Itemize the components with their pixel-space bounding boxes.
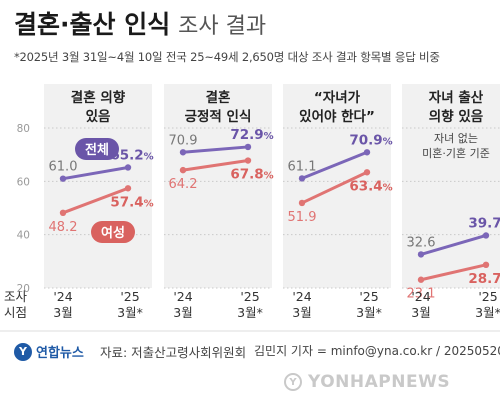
total-value-label-2024: 61.0 bbox=[49, 160, 78, 175]
chart-subtitle: *2025년 3월 31일~4월 10일 전국 25~49세 2,650명 대상… bbox=[14, 50, 440, 64]
total-value-label-2024: 32.6 bbox=[407, 235, 436, 250]
total-series-line bbox=[182, 145, 249, 154]
title-bold: 결혼·출산 인식 bbox=[14, 10, 171, 39]
x-tick-month: 3월 bbox=[411, 305, 430, 320]
female-point bbox=[124, 185, 132, 192]
panel-title: 긍정적 인식 bbox=[185, 108, 252, 125]
legend-female-badge bbox=[91, 221, 135, 243]
female-series-line bbox=[420, 263, 487, 282]
panel-title: 의향 있음 bbox=[429, 108, 483, 125]
total-value-label-2025: 72.9% bbox=[230, 127, 273, 143]
female-value-label-2024: 51.9 bbox=[288, 210, 317, 225]
unit-label: % bbox=[144, 151, 154, 162]
x-tick-month: 3월 bbox=[173, 305, 192, 320]
y-tick-label: 80 bbox=[17, 123, 30, 135]
female-value-label-2024: 23.1 bbox=[407, 287, 436, 302]
total-point bbox=[179, 149, 187, 156]
panel-background bbox=[44, 84, 152, 288]
total-series-line bbox=[62, 165, 129, 181]
female-point bbox=[298, 199, 306, 207]
panel-title: 있음 bbox=[86, 109, 111, 125]
agency-name: 연합뉴스 bbox=[36, 346, 84, 361]
female-point bbox=[482, 261, 490, 268]
female-series-line bbox=[301, 170, 368, 205]
source-text: 자료: 저출산고령사회위원회 bbox=[100, 345, 247, 360]
watermark: Y YONHAPNEWS bbox=[284, 372, 450, 392]
x-tick-year: '24 bbox=[53, 289, 72, 304]
total-point bbox=[482, 232, 490, 239]
x-tick-year: '25 bbox=[478, 289, 497, 304]
panel-title: 결혼 bbox=[206, 89, 231, 106]
unit-label: % bbox=[264, 131, 274, 142]
female-value-label-2025: 57.4% bbox=[110, 194, 153, 210]
female-value-label-2024: 64.2 bbox=[169, 177, 198, 192]
female-point bbox=[59, 209, 67, 216]
total-point bbox=[124, 164, 132, 171]
female-series-line bbox=[62, 186, 129, 215]
x-tick-month: 3월 bbox=[292, 305, 311, 320]
x-tick-year: '24 bbox=[173, 289, 192, 304]
watermark-text: YONHAPNEWS bbox=[308, 372, 451, 392]
x-tick-year: '24 bbox=[292, 289, 311, 304]
female-point bbox=[417, 276, 425, 283]
panel-title: 있어야 한다” bbox=[299, 108, 375, 125]
x-tick-month: 3월* bbox=[117, 305, 143, 320]
x-tick-year: '24 bbox=[411, 289, 430, 304]
legend-total-badge bbox=[75, 138, 119, 160]
yonhap-logo-icon: Y bbox=[14, 342, 32, 361]
panel-title: 결혼 의향 bbox=[71, 89, 126, 106]
female-point bbox=[363, 169, 371, 176]
total-point bbox=[417, 251, 425, 258]
x-tick-month: 3월* bbox=[356, 305, 382, 320]
y-tick-label: 60 bbox=[17, 176, 30, 188]
female-point bbox=[179, 166, 187, 174]
unit-label: % bbox=[264, 171, 274, 182]
total-series-line bbox=[301, 150, 368, 180]
title-light: 조사 결과 bbox=[178, 14, 267, 39]
female-value-label-2024: 48.2 bbox=[49, 220, 78, 235]
total-value-label-2024: 61.1 bbox=[288, 159, 317, 174]
total-series-line bbox=[420, 234, 487, 256]
y-tick-label: 40 bbox=[17, 230, 30, 242]
total-point bbox=[244, 143, 252, 151]
total-value-label-2025: 65.2% bbox=[110, 147, 153, 163]
female-value-label-2025: 67.8% bbox=[230, 167, 273, 183]
legend-female-label: 여성 bbox=[101, 225, 125, 241]
total-point bbox=[363, 149, 371, 156]
x-tick-year: '25 bbox=[359, 289, 378, 304]
unit-label: % bbox=[383, 136, 393, 147]
y-tick-label: 20 bbox=[17, 283, 30, 295]
x-tick-year: '25 bbox=[120, 289, 139, 304]
x-axis-title-line1: 조사 bbox=[4, 289, 28, 304]
x-axis-title-line2: 시점 bbox=[4, 305, 27, 320]
unit-label: % bbox=[144, 198, 154, 209]
panel-note: 자녀 없는 bbox=[434, 132, 478, 145]
total-value-label-2025: 39.7% bbox=[468, 215, 500, 231]
panel-background bbox=[164, 84, 272, 288]
total-point bbox=[298, 175, 306, 182]
agency-logo: Y 연합뉴스 bbox=[14, 342, 84, 361]
credit-text: 김민지 기자 = minfo@yna.co.kr / 20250520 bbox=[254, 344, 500, 358]
total-value-label-2024: 70.9 bbox=[169, 133, 198, 148]
panel-title: “자녀가 bbox=[314, 89, 361, 106]
x-tick-year: '25 bbox=[240, 289, 259, 304]
female-series-line bbox=[182, 159, 249, 172]
total-point bbox=[59, 175, 67, 182]
female-point bbox=[244, 157, 252, 164]
total-value-label-2025: 70.9% bbox=[349, 132, 392, 148]
watermark-icon: Y bbox=[284, 373, 302, 391]
panel-title: 자녀 출산 bbox=[429, 89, 484, 106]
chart-title: 결혼·출산 인식 조사 결과 bbox=[14, 10, 266, 42]
panel-note: 미혼·기혼 기준 bbox=[422, 147, 490, 160]
legend-total-label: 전체 bbox=[85, 142, 109, 158]
unit-label: % bbox=[383, 182, 393, 193]
x-tick-month: 3월* bbox=[475, 305, 500, 320]
x-tick-month: 3월 bbox=[53, 305, 72, 320]
female-value-label-2025: 28.7% bbox=[468, 271, 500, 287]
x-tick-month: 3월* bbox=[237, 305, 263, 320]
female-value-label-2025: 63.4% bbox=[349, 178, 392, 194]
